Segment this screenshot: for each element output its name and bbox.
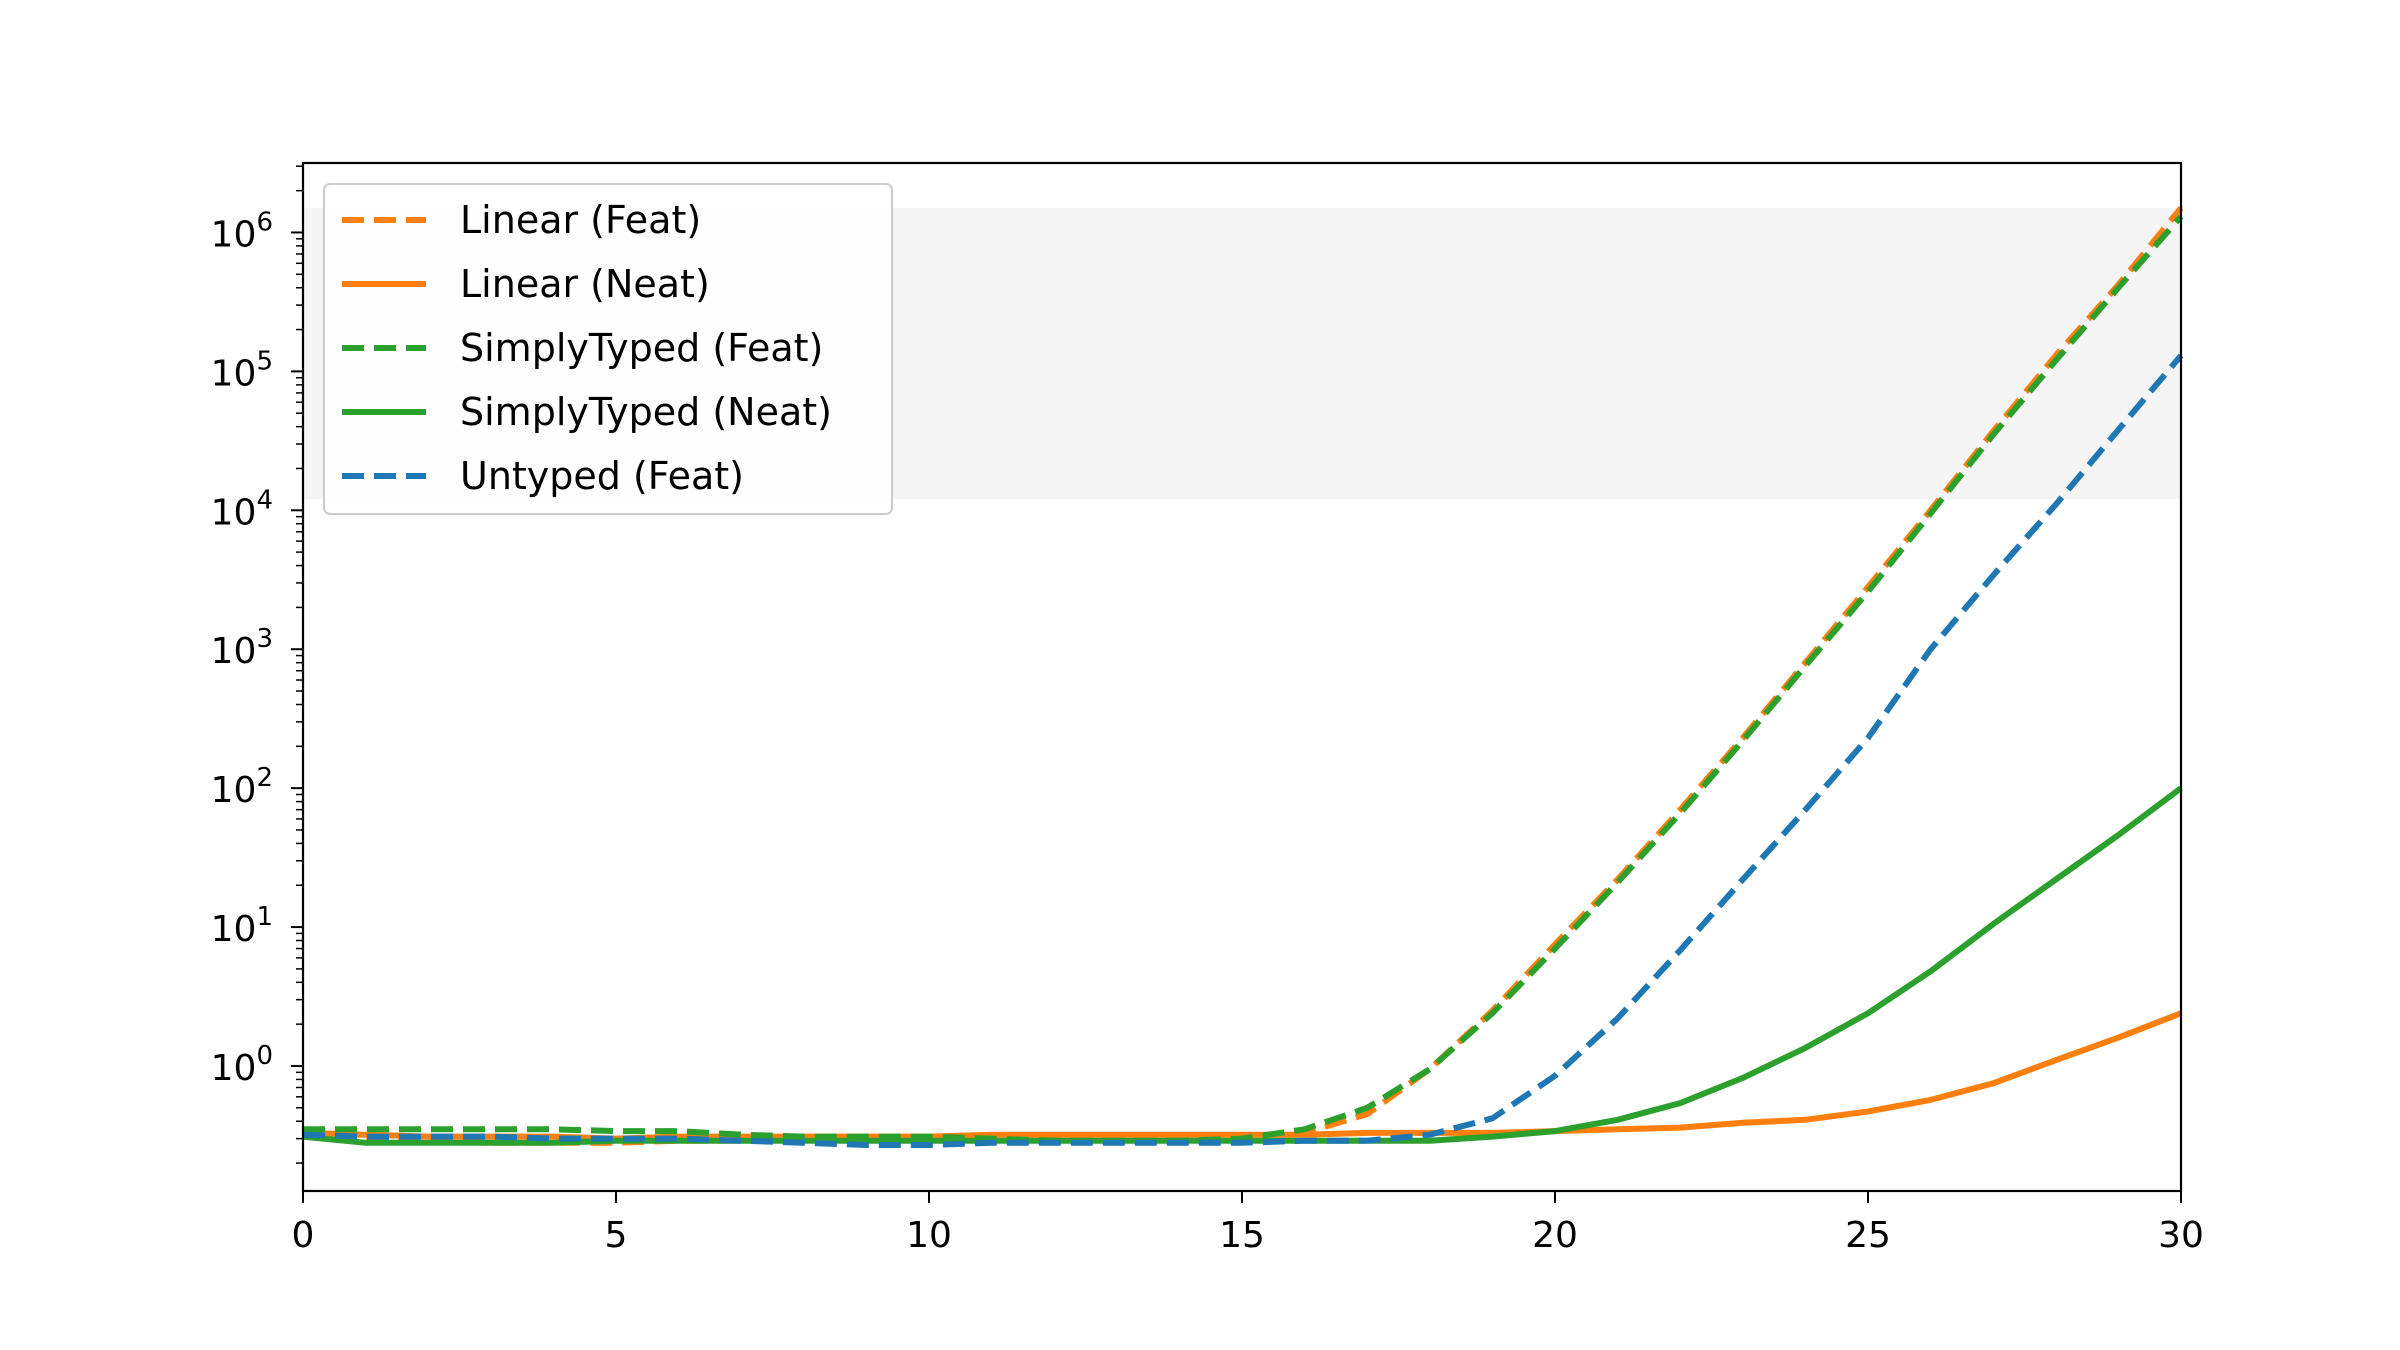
x-tick-label: 25 bbox=[1845, 1215, 1891, 1256]
legend-label: SimplyTyped (Feat) bbox=[460, 326, 823, 370]
legend-label: Linear (Feat) bbox=[460, 198, 701, 242]
legend-box bbox=[323, 183, 893, 515]
x-tick-label: 30 bbox=[2158, 1215, 2204, 1256]
y-tick-label: 105 bbox=[211, 346, 273, 394]
y-axis: 100 101 102 103 104 105 106 bbox=[211, 165, 303, 1164]
series-line-4 bbox=[302, 353, 2184, 1148]
x-axis: 0 5 10 15 20 25 30 bbox=[292, 1191, 2204, 1256]
x-tick-label: 20 bbox=[1532, 1215, 1578, 1256]
legend-label: Linear (Neat) bbox=[460, 262, 710, 306]
series-layer bbox=[302, 206, 2184, 1148]
legend-label: Untyped (Feat) bbox=[460, 454, 744, 498]
y-tick-label: 100 bbox=[211, 1041, 273, 1089]
x-tick-label: 10 bbox=[906, 1215, 952, 1256]
y-tick-label: 104 bbox=[211, 485, 273, 533]
y-tick-label: 106 bbox=[211, 207, 273, 255]
y-tick-label: 101 bbox=[211, 902, 273, 950]
legend: Linear (Feat) Linear (Neat) SimplyTyped (F… bbox=[323, 183, 893, 515]
legend-label: SimplyTyped (Neat) bbox=[460, 390, 832, 434]
y-tick-label: 102 bbox=[211, 763, 273, 811]
x-tick-label: 0 bbox=[292, 1215, 315, 1256]
y-tick-label: 103 bbox=[211, 624, 273, 672]
x-tick-label: 15 bbox=[1219, 1215, 1265, 1256]
x-tick-label: 5 bbox=[605, 1215, 628, 1256]
